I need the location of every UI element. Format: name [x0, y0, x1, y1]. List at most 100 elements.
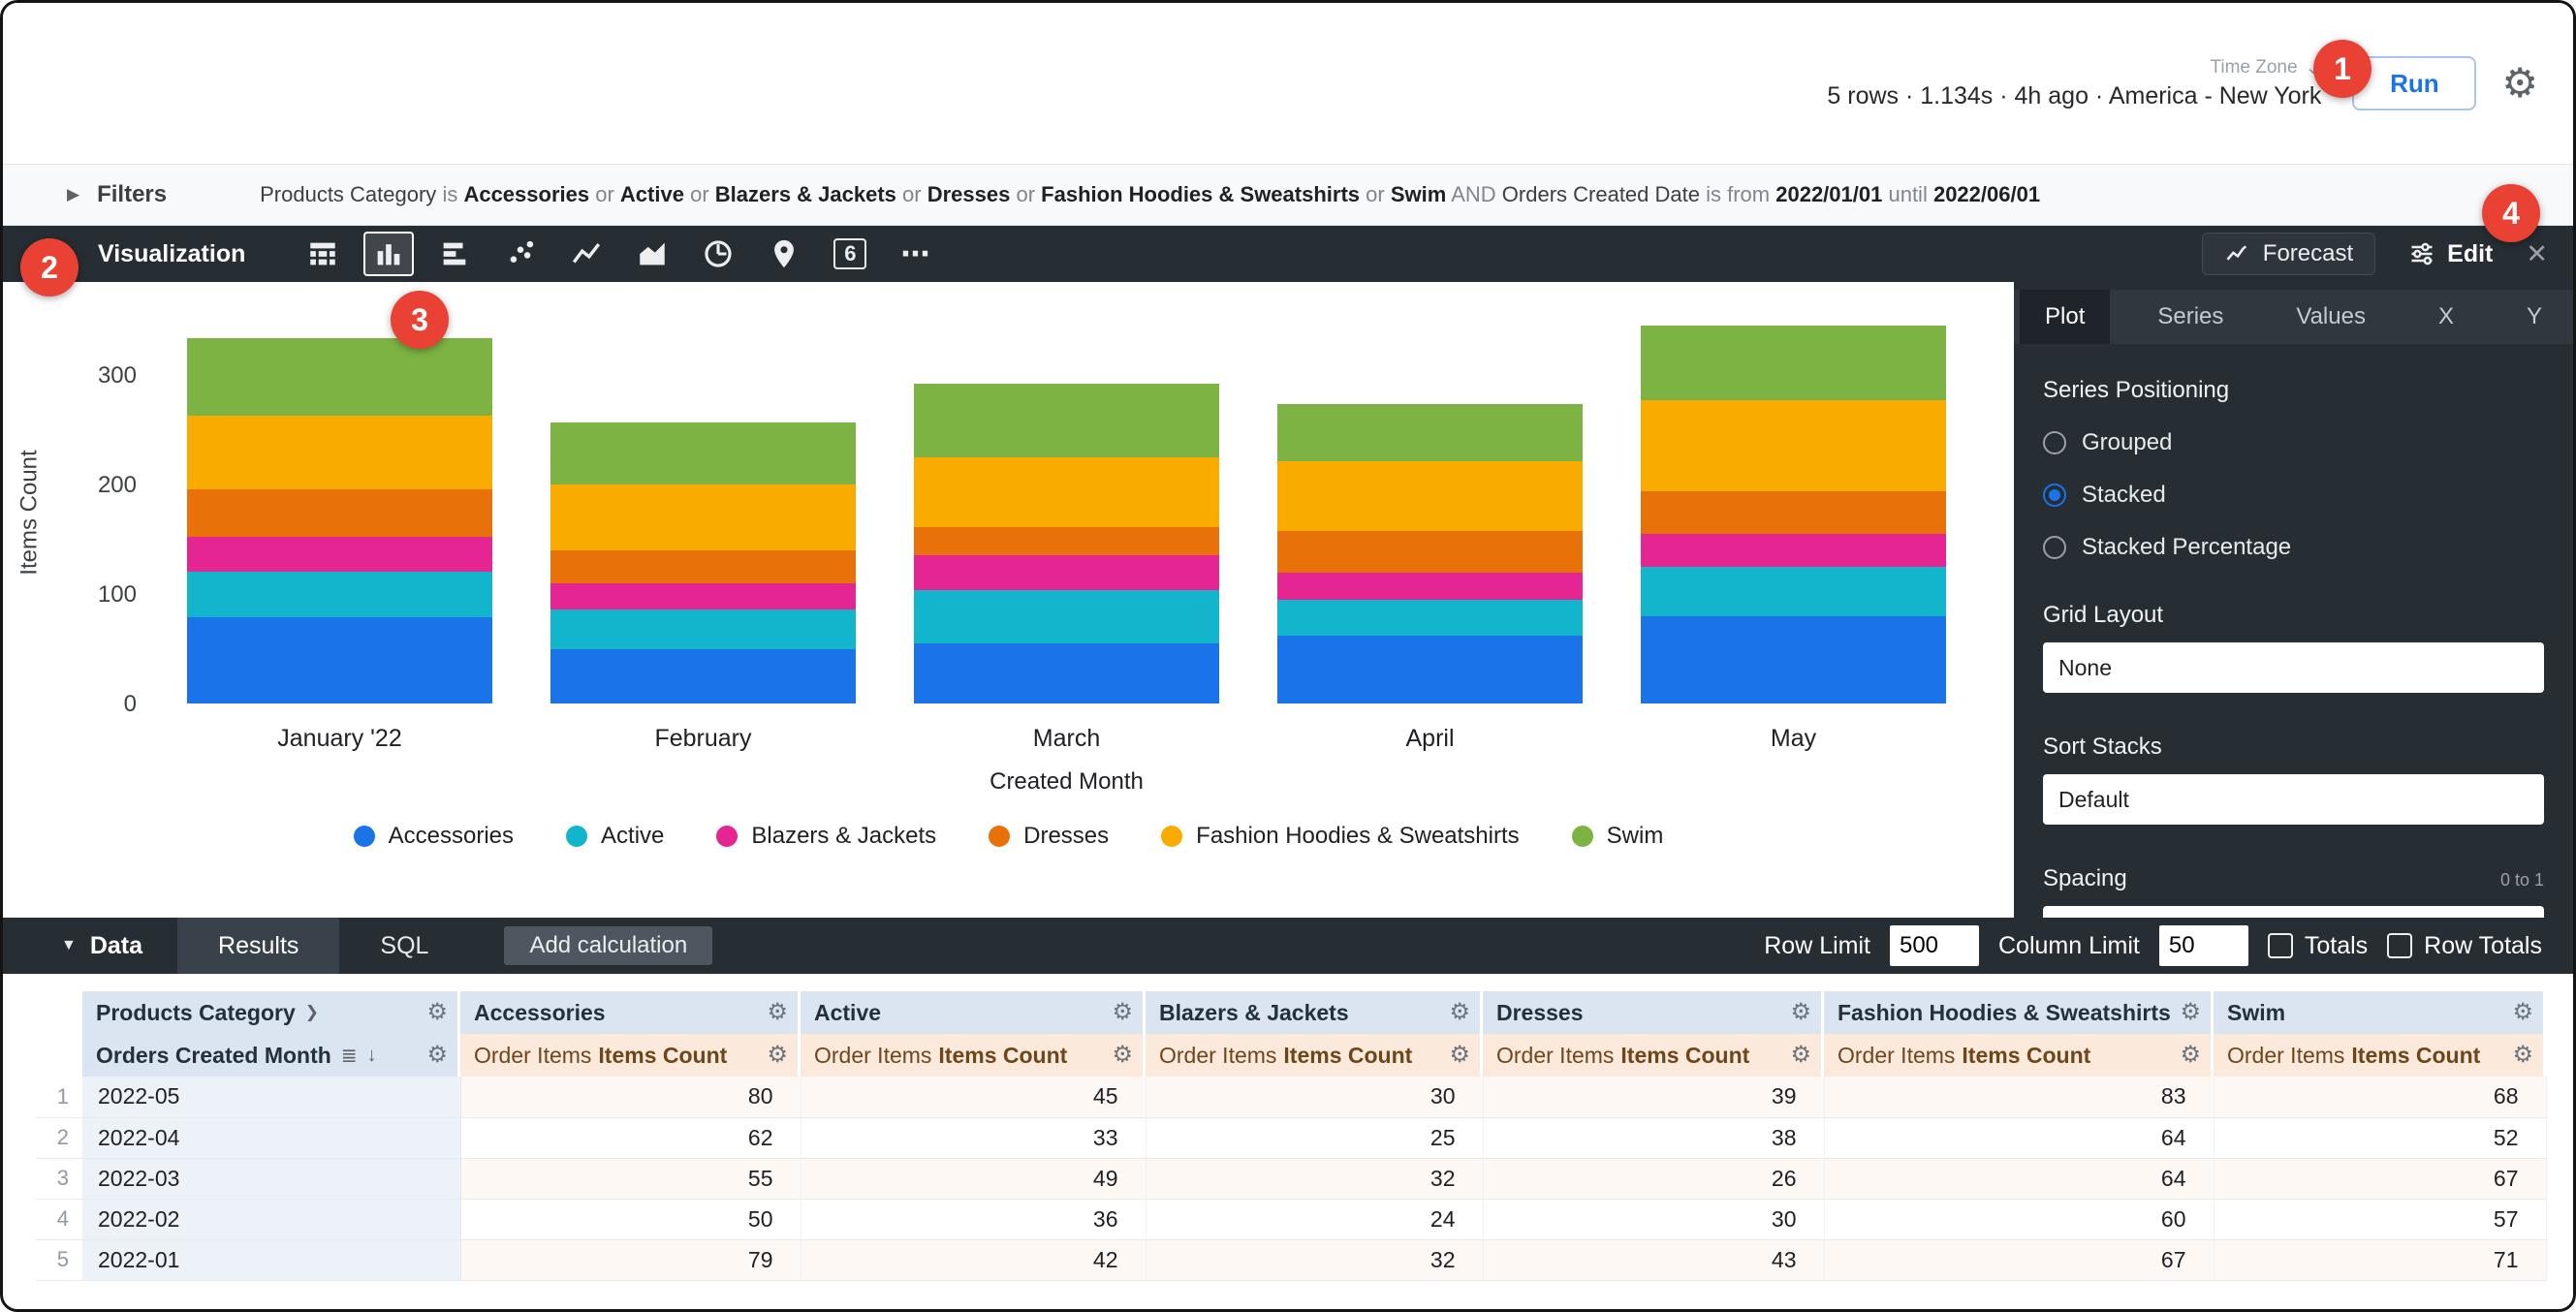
settings-gear-icon[interactable]: ⚙	[2501, 60, 2538, 106]
row-totals-checkbox[interactable]	[2387, 933, 2413, 958]
gear-icon[interactable]: ⚙	[1790, 1042, 1811, 1068]
bar-segment[interactable]	[1641, 400, 1946, 491]
measure-cell[interactable]: 43	[1483, 1239, 1825, 1281]
bar-chart-icon[interactable]	[429, 232, 480, 276]
legend-item[interactable]: Swim	[1571, 823, 1663, 850]
line-chart-icon[interactable]	[561, 232, 612, 276]
expand-filters-icon[interactable]: ▶	[67, 185, 80, 203]
dimension-cell[interactable]: 2022-03	[82, 1158, 461, 1200]
bar-segment[interactable]	[914, 527, 1219, 555]
measure-cell[interactable]: 71	[2214, 1239, 2547, 1281]
tab-values[interactable]: Values	[2296, 303, 2366, 329]
pivot-header-active[interactable]: Active ⚙	[801, 991, 1146, 1034]
spacing-input[interactable]	[2043, 906, 2544, 918]
totals-checkbox[interactable]	[2267, 933, 2293, 958]
measure-header[interactable]: Order Items Items Count ⚙	[2214, 1034, 2546, 1077]
measure-cell[interactable]: 39	[1483, 1077, 1825, 1118]
column-limit-input[interactable]	[2158, 925, 2248, 966]
area-chart-icon[interactable]	[627, 232, 677, 276]
bar-segment[interactable]	[550, 649, 856, 703]
bar-segment[interactable]	[187, 489, 492, 537]
gear-icon[interactable]: ⚙	[767, 1042, 788, 1068]
radio-option[interactable]: Stacked	[2043, 482, 2544, 509]
tab-results[interactable]: Results	[177, 918, 340, 974]
bar-segment[interactable]	[550, 484, 856, 550]
legend-item[interactable]: Blazers & Jackets	[716, 823, 936, 850]
tab-y[interactable]: Y	[2526, 303, 2542, 329]
gear-icon[interactable]: ⚙	[1112, 1042, 1133, 1068]
bar-segment[interactable]	[550, 550, 856, 583]
tab-x[interactable]: X	[2437, 303, 2454, 329]
data-section-toggle[interactable]: ▼ Data	[3, 932, 142, 960]
legend-item[interactable]: Accessories	[353, 823, 514, 850]
measure-cell[interactable]: 26	[1483, 1158, 1825, 1200]
gear-icon[interactable]: ⚙	[1790, 999, 1811, 1025]
single-value-icon[interactable]: 6	[825, 232, 875, 276]
measure-cell[interactable]: 32	[1146, 1239, 1484, 1281]
pivot-header-fashion-hoodies[interactable]: Fashion Hoodies & Sweatshirts ⚙	[1824, 991, 2214, 1034]
measure-cell[interactable]: 64	[1824, 1158, 2215, 1200]
scatter-chart-icon[interactable]	[495, 232, 546, 276]
time-zone-selector[interactable]: Time Zone ⌄	[2210, 57, 2321, 78]
measure-header[interactable]: Order Items Items Count ⚙	[1146, 1034, 1483, 1077]
gear-icon[interactable]: ⚙	[2180, 999, 2201, 1025]
pivot-header-dresses[interactable]: Dresses ⚙	[1483, 991, 1824, 1034]
gear-icon[interactable]: ⚙	[2180, 1042, 2201, 1068]
dimension-cell[interactable]: 2022-02	[82, 1199, 461, 1240]
measure-cell[interactable]: 68	[2214, 1077, 2547, 1118]
dimension-cell[interactable]: 2022-04	[82, 1117, 461, 1159]
bar-segment[interactable]	[1641, 534, 1946, 567]
dimension-subheader[interactable]: Orders Created Month ≣ ↓ ⚙	[82, 1034, 460, 1077]
measure-cell[interactable]: 33	[801, 1117, 1147, 1159]
run-button[interactable]: Run	[2352, 56, 2477, 110]
measure-cell[interactable]: 45	[801, 1077, 1147, 1118]
stacked-bar[interactable]	[1277, 404, 1583, 703]
bar-segment[interactable]	[187, 572, 492, 617]
bar-segment[interactable]	[187, 338, 492, 416]
tab-plot[interactable]: Plot	[2020, 290, 2111, 344]
bar-segment[interactable]	[550, 609, 856, 649]
add-calculation-button[interactable]: Add calculation	[504, 926, 713, 965]
legend-item[interactable]: Active	[566, 823, 664, 850]
more-viz-icon[interactable]: ⋯	[891, 232, 941, 276]
measure-cell[interactable]: 64	[1824, 1117, 2215, 1159]
edit-button[interactable]: Edit	[2403, 239, 2498, 269]
stacked-bar[interactable]	[550, 422, 856, 703]
bar-segment[interactable]	[1277, 404, 1583, 461]
column-chart-icon[interactable]	[363, 232, 415, 276]
measure-cell[interactable]: 36	[801, 1199, 1147, 1240]
gear-icon[interactable]: ⚙	[1449, 1042, 1470, 1068]
bar-segment[interactable]	[1641, 567, 1946, 616]
gear-icon[interactable]: ⚙	[2512, 999, 2533, 1025]
filters-title[interactable]: Filters	[97, 181, 168, 207]
measure-header[interactable]: Order Items Items Count ⚙	[1824, 1034, 2214, 1077]
measure-cell[interactable]: 62	[460, 1117, 801, 1159]
tab-series[interactable]: Series	[2157, 303, 2224, 329]
measure-cell[interactable]: 83	[1824, 1077, 2215, 1118]
pivot-header-blazers[interactable]: Blazers & Jackets ⚙	[1146, 991, 1483, 1034]
bar-segment[interactable]	[1641, 326, 1946, 400]
bar-segment[interactable]	[1277, 573, 1583, 600]
table-viz-icon[interactable]	[298, 232, 348, 276]
radio-option[interactable]: Grouped	[2043, 429, 2544, 456]
measure-cell[interactable]: 25	[1146, 1117, 1484, 1159]
pivot-header-accessories[interactable]: Accessories ⚙	[460, 991, 801, 1034]
tab-sql[interactable]: SQL	[380, 931, 429, 959]
gear-icon[interactable]: ⚙	[767, 999, 788, 1025]
measure-cell[interactable]: 30	[1146, 1077, 1484, 1118]
bar-segment[interactable]	[187, 617, 492, 703]
measure-cell[interactable]: 32	[1146, 1158, 1484, 1200]
legend-item[interactable]: Dresses	[989, 823, 1109, 850]
measure-cell[interactable]: 57	[2214, 1199, 2547, 1240]
measure-cell[interactable]: 49	[801, 1158, 1147, 1200]
dimension-cell[interactable]: 2022-05	[82, 1077, 461, 1118]
row-limit-input[interactable]	[1889, 925, 1979, 966]
measure-cell[interactable]: 60	[1824, 1199, 2215, 1240]
measure-header[interactable]: Order Items Items Count ⚙	[1483, 1034, 1824, 1077]
bar-segment[interactable]	[1277, 636, 1583, 703]
measure-cell[interactable]: 50	[460, 1199, 801, 1240]
measure-cell[interactable]: 67	[1824, 1239, 2215, 1281]
pivot-header-swim[interactable]: Swim ⚙	[2214, 991, 2546, 1034]
bar-segment[interactable]	[187, 537, 492, 572]
measure-cell[interactable]: 52	[2214, 1117, 2547, 1159]
